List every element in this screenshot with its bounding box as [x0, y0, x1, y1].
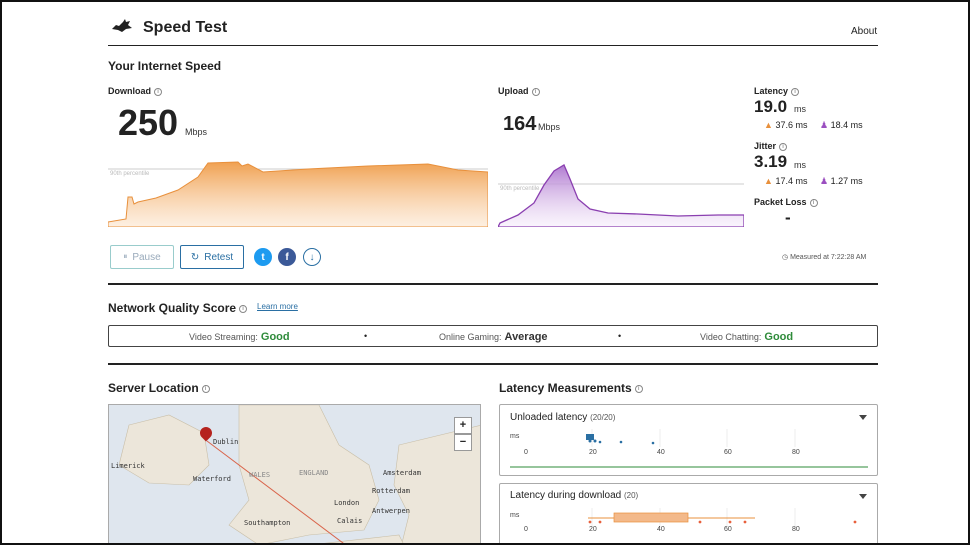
separator-dot: •	[364, 331, 368, 341]
latency-value: 19.0	[754, 97, 788, 116]
header-divider	[108, 45, 878, 46]
map-city-waterford: Waterford	[193, 475, 231, 483]
server-map[interactable]: Dublin Limerick Waterford WALES ENGLAND …	[108, 404, 481, 543]
app-title: Speed Test	[143, 19, 228, 36]
jitter-label: Jitter i	[754, 141, 788, 151]
tick-label: 60	[724, 526, 732, 533]
latency-unit: ms	[794, 104, 806, 114]
unloaded-latency-label: Unloaded latency (20/20)	[510, 412, 616, 423]
speed-section-title: Your Internet Speed	[108, 59, 222, 73]
info-icon: i	[201, 384, 210, 393]
tick-label: 20	[589, 449, 597, 456]
download-label: Download i	[108, 86, 162, 96]
info-icon: i	[634, 384, 643, 393]
zoom-in-button[interactable]: +	[454, 417, 472, 434]
map-land	[118, 405, 480, 543]
info-icon: i	[531, 87, 540, 96]
retest-button[interactable]: ↻ Retest	[180, 245, 244, 269]
twitter-icon[interactable]: t	[254, 248, 272, 266]
upload-arrow-icon: ▲	[764, 120, 773, 130]
tick-label: 80	[792, 526, 800, 533]
map-city-rotterdam: Rotterdam	[372, 487, 410, 495]
about-link[interactable]: About	[851, 26, 878, 37]
tick-label: 60	[724, 449, 732, 456]
clock-icon: ◷	[782, 254, 789, 261]
download-latency-card[interactable]: Latency during download (20) ms 0 20 40 …	[499, 483, 878, 543]
jitter-value: 3.19	[754, 152, 788, 171]
server-title: Server Location i	[108, 381, 210, 395]
download-unit: Mbps	[185, 127, 208, 137]
map-city-dublin: Dublin	[213, 438, 239, 446]
upload-label: Upload i	[498, 86, 540, 96]
latency-label: Latency i	[754, 86, 800, 96]
refresh-icon: ↻	[190, 251, 200, 263]
latency-upload: ▲ 37.6 ms	[764, 120, 808, 130]
unloaded-latency-plot	[510, 429, 868, 468]
upload-unit: Mbps	[538, 122, 561, 132]
map-city-limerick: Limerick	[111, 462, 145, 470]
map-region-england: ENGLAND	[299, 469, 329, 477]
latency-download: ♟ 18.4 ms	[820, 120, 863, 130]
tick-label: 80	[792, 449, 800, 456]
chevron-down-icon[interactable]	[859, 415, 867, 420]
pause-button[interactable]: ⏸ Pause	[110, 245, 174, 269]
download-latency-label: Latency during download (20)	[510, 490, 639, 501]
user-icon: ♟	[820, 176, 829, 186]
tick-label: 40	[657, 526, 665, 533]
separator-dot: •	[618, 331, 622, 341]
tick-label: 40	[657, 449, 665, 456]
section-divider	[108, 363, 878, 365]
download-icon[interactable]: ↓	[303, 248, 321, 266]
section-divider	[108, 283, 878, 285]
chevron-down-icon[interactable]	[859, 494, 867, 499]
upload-arrow-icon: ▲	[764, 176, 773, 186]
info-icon: i	[779, 142, 788, 151]
quality-video-streaming: Video Streaming: Good	[189, 331, 290, 343]
packet-loss-value: -	[785, 208, 791, 227]
axis-unit: ms	[510, 433, 520, 440]
tick-label: 0	[524, 449, 528, 456]
unloaded-latency-card[interactable]: Unloaded latency (20/20) ms 0 20 40 60 8…	[499, 404, 878, 476]
map-region-wales: WALES	[249, 471, 271, 479]
quality-title: Network Quality Score i	[108, 301, 248, 315]
facebook-icon[interactable]: f	[278, 248, 296, 266]
upload-percentile-label: 90th percentile	[500, 186, 540, 192]
jitter-unit: ms	[794, 160, 806, 170]
zoom-out-button[interactable]: −	[454, 434, 472, 451]
quality-video-chatting: Video Chatting: Good	[700, 331, 794, 343]
latency-measurements-title: Latency Measurements i	[499, 381, 643, 395]
pause-icon: ⏸	[123, 252, 128, 261]
map-city-calais: Calais	[337, 517, 363, 525]
quality-box: Video Streaming: Good • Online Gaming: Ave…	[108, 325, 878, 347]
map-city-london: London	[334, 499, 360, 507]
info-icon: i	[809, 198, 818, 207]
user-icon: ♟	[820, 120, 829, 130]
quality-online-gaming: Online Gaming: Average	[439, 331, 548, 343]
route-line	[206, 440, 344, 543]
info-icon: i	[154, 87, 162, 96]
measured-time: ◷ Measured at 7:22:28 AM	[782, 254, 867, 261]
map-city-antwerpen: Antwerpen	[372, 507, 410, 515]
download-chart: 90th percentile	[108, 161, 488, 227]
info-icon: i	[239, 304, 248, 313]
jitter-upload: ▲ 17.4 ms	[764, 176, 808, 186]
download-value: 250	[118, 102, 179, 143]
tick-label: 0	[524, 526, 528, 533]
axis-unit: ms	[510, 512, 520, 519]
download-percentile-label: 90th percentile	[110, 171, 150, 177]
map-city-southampton: Southampton	[244, 519, 291, 527]
download-latency-plot	[588, 508, 857, 528]
tick-label: 20	[589, 526, 597, 533]
packet-loss-label: Packet Loss i	[754, 197, 818, 207]
logo-icon	[112, 19, 132, 32]
upload-value: 164	[503, 113, 537, 135]
upload-chart: 90th percentile	[498, 164, 744, 227]
info-icon: i	[791, 87, 800, 96]
jitter-download: ♟ 1.27 ms	[820, 176, 863, 186]
learn-more-link[interactable]: Learn more	[257, 302, 298, 311]
map-city-amsterdam: Amsterdam	[383, 469, 421, 477]
